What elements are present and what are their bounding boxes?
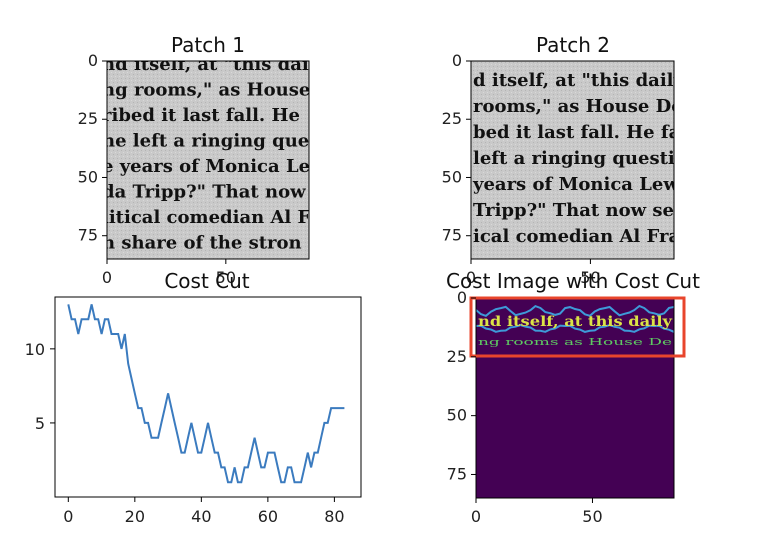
scan-text-line: n share of the stron <box>102 233 302 254</box>
x-tick-label: 50 <box>580 268 600 287</box>
y-tick-label: 0 <box>452 51 462 70</box>
panel-title-patch-1: Patch 1 <box>171 33 245 57</box>
panel-title-cost-cut: Cost Cut <box>164 269 249 293</box>
y-tick-label: 5 <box>35 414 45 433</box>
patch-1-ticks: 0 25 50 75 0 50 <box>78 51 236 287</box>
scan-text-line: ng rooms," as House <box>102 80 310 101</box>
cost-band-bottom <box>476 323 674 333</box>
patch-1-image <box>107 61 309 259</box>
y-tick-label: 75 <box>442 226 462 245</box>
cost-cut-axes-frame <box>54 296 362 498</box>
patch-2-ticks: 0 25 50 75 0 50 <box>442 51 601 287</box>
panel-cost-cut: Cost Cut 0 20 40 60 80 5 10 <box>25 269 362 526</box>
x-tick-label: 0 <box>102 268 112 287</box>
patch-2-image <box>471 61 674 259</box>
y-tick-label: 25 <box>78 109 98 128</box>
panel-cost-image: Cost Image with Cost Cut nd itself, at t… <box>446 269 700 526</box>
scan-text-line: litical comedian Al F <box>102 207 311 228</box>
patch-1-scanned-text: nd itself, at "this dai ng rooms," as Hou… <box>102 54 319 254</box>
panel-title-patch-2: Patch 2 <box>536 33 610 57</box>
panel-patch-2: Patch 2 d itself, at "this daily rooms," … <box>442 33 687 287</box>
x-tick-label: 40 <box>191 507 211 526</box>
scan-text-line: ical comedian Al Fra <box>473 226 680 247</box>
y-tick-label: 0 <box>88 51 98 70</box>
y-tick-label: 75 <box>78 226 98 245</box>
cost-image-heatmap <box>476 298 674 498</box>
patch-1-axes-frame <box>106 60 310 260</box>
scan-text-line: he left a ringing ques <box>102 131 319 152</box>
y-tick-label: 50 <box>442 167 462 186</box>
y-tick-label: 25 <box>447 347 467 366</box>
cost-band-top <box>476 304 674 318</box>
y-tick-label: 25 <box>442 109 462 128</box>
cost-text-line-1: nd itself, at this daily <box>478 314 673 330</box>
scan-text-line: da Tripp?" That now <box>102 182 306 203</box>
y-tick-label: 10 <box>25 340 45 359</box>
cost-image-features: nd itself, at this daily ng rooms as Hous… <box>476 304 674 348</box>
scan-text-line: ribed it last fall. He <box>102 105 300 126</box>
scan-text-line: left a ringing questio <box>473 148 687 169</box>
y-tick-label: 75 <box>447 464 467 483</box>
cost-image-ticks: 0 25 50 75 0 50 <box>447 288 603 526</box>
y-tick-label: 50 <box>447 406 467 425</box>
cost-cut-series-line <box>67 304 345 484</box>
panel-title-cost-image: Cost Image with Cost Cut <box>446 269 700 293</box>
x-tick-label: 20 <box>125 507 145 526</box>
cost-cut-plot <box>67 304 345 484</box>
scan-text-line: years of Monica Lew <box>472 174 679 195</box>
scan-text-line: e years of Monica Le <box>102 156 310 177</box>
cost-cut-ticks: 0 20 40 60 80 5 10 <box>25 340 345 526</box>
patch-2-scanned-text: d itself, at "this daily rooms," as House… <box>472 70 687 247</box>
x-tick-label: 0 <box>466 268 476 287</box>
patch-2-axes-frame <box>470 60 675 260</box>
x-tick-label: 0 <box>63 507 73 526</box>
scan-text-line: nd itself, at "this dai <box>102 54 309 75</box>
scan-text-line: bed it last fall. He fa <box>473 122 681 143</box>
y-tick-label: 0 <box>457 288 467 307</box>
x-tick-label: 60 <box>258 507 278 526</box>
x-tick-label: 80 <box>324 507 344 526</box>
x-tick-label: 0 <box>471 507 481 526</box>
scan-text-line: d itself, at "this daily <box>473 70 684 91</box>
cost-text-line-2: ng rooms as House De <box>478 338 672 348</box>
y-tick-label: 50 <box>78 167 98 186</box>
scan-text-line: Tripp?" That now see <box>473 200 685 221</box>
x-tick-label: 50 <box>216 268 236 287</box>
panel-patch-1: Patch 1 nd itself, at "this dai ng rooms,… <box>78 33 319 287</box>
x-tick-label: 50 <box>582 507 602 526</box>
cost-cut-highlight-box <box>469 296 686 358</box>
scan-text-line: rooms," as House De <box>473 96 683 117</box>
